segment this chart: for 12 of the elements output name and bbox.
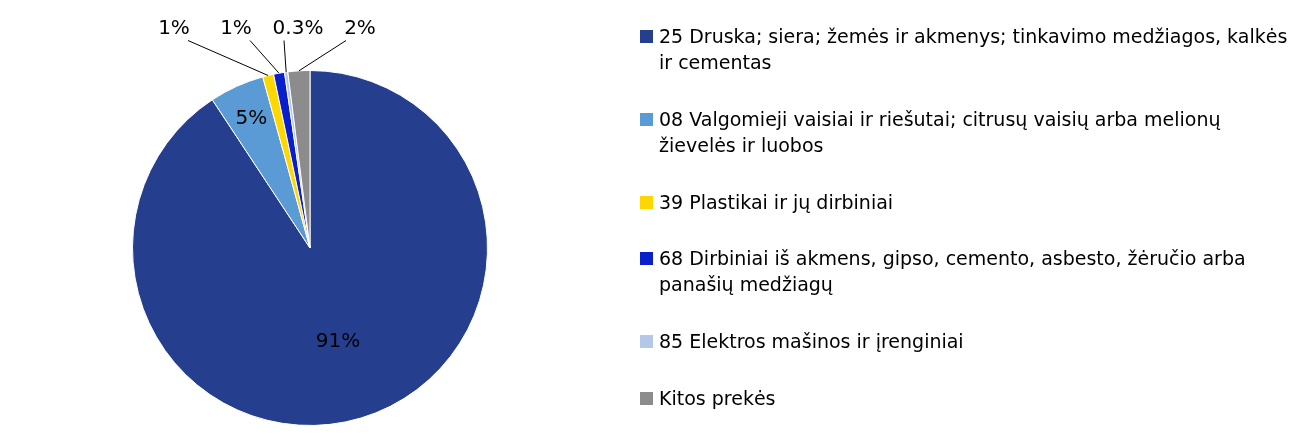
legend-label: 39 Plastikai ir jų dirbiniai bbox=[659, 189, 894, 215]
legend-label: 08 Valgomieji vaisiai ir riešutai; citrusų vaisių arba melionų žievelės ir luobos bbox=[659, 107, 1222, 158]
data-label: 1% bbox=[158, 14, 190, 39]
legend-label: 68 Dirbiniai iš akmens, gipso, cemento, asbesto, žėručio arba panašių medžiagų bbox=[659, 246, 1247, 298]
legend-label: Kitos prekės bbox=[659, 385, 776, 411]
data-label: 2% bbox=[344, 14, 376, 39]
data-label: 91% bbox=[315, 327, 361, 352]
data-label: 5% bbox=[235, 104, 268, 129]
legend-label: 25 Druska; siera; žemės ir akmenys; tinkavimo medžiagos, kalkės ir cementas bbox=[659, 24, 1289, 76]
data-label: 1% bbox=[220, 14, 252, 39]
legend-label: 85 Elektros mašinos ir įrenginiai bbox=[659, 328, 964, 354]
data-label: 0.3% bbox=[272, 14, 324, 39]
